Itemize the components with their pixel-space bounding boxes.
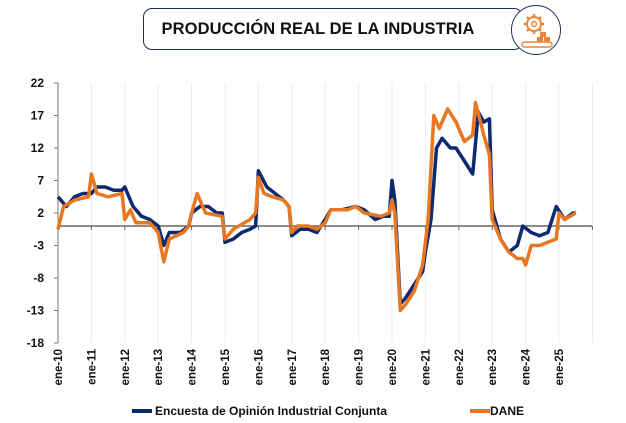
x-tick-label: ene-18	[320, 348, 332, 385]
y-tick-label: 17	[31, 109, 45, 123]
y-tick-label: 22	[31, 76, 45, 90]
x-tick-label: ene-13	[153, 349, 165, 385]
y-tick-label: 12	[31, 141, 45, 155]
x-tick-label: ene-14	[187, 348, 199, 385]
x-tick-label: ene-17	[287, 349, 299, 385]
y-tick-label: -3	[33, 239, 44, 253]
x-tick-label: ene-11	[86, 348, 98, 384]
y-tick-label: -8	[33, 271, 44, 285]
legend-label: DANE	[490, 404, 524, 418]
x-tick-label: ene-20	[387, 349, 399, 385]
x-tick-label: ene-21	[420, 348, 432, 385]
y-tick-label: -13	[27, 304, 45, 318]
y-tick-label: 2	[37, 206, 44, 220]
series-line-eoic	[56, 110, 576, 306]
legend-label: Encuesta de Opinión Industrial Conjunta	[155, 404, 387, 418]
x-tick-label: ene-19	[354, 349, 366, 385]
chart-title: PRODUCCIÓN REAL DE LA INDUSTRIA	[161, 19, 475, 38]
y-tick-label: 7	[37, 174, 44, 188]
series-line-dane	[56, 100, 577, 313]
industry-gear-icon	[511, 5, 561, 55]
x-tick-label: ene-16	[253, 349, 265, 385]
x-tick-label: ene-23	[487, 349, 499, 385]
y-tick-label: -18	[27, 336, 45, 350]
x-tick-label: ene-22	[454, 349, 466, 385]
x-tick-label: ene-12	[120, 349, 132, 385]
x-tick-label: ene-15	[220, 348, 232, 385]
x-tick-label: ene-10	[53, 349, 65, 385]
x-tick-label: ene-24	[521, 348, 533, 385]
x-tick-label: ene-25	[554, 348, 566, 385]
